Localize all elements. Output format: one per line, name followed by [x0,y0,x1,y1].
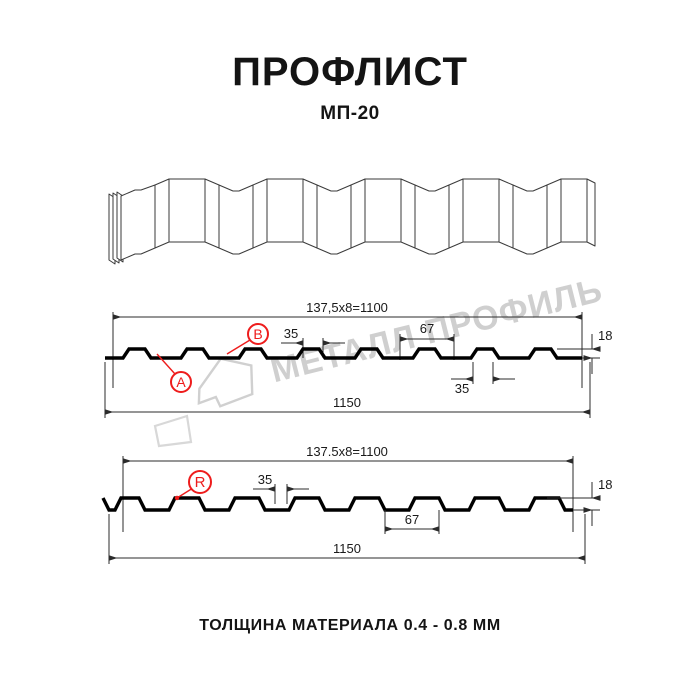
dimension-overall-bottom: 1150 [333,395,361,410]
watermark-text: МЕТАЛЛ ПРОФИЛЬ [267,271,607,390]
dimension-height-top: 18 [598,328,612,343]
page-title: ПРОФЛИСТ [232,50,468,94]
model-designation: МП-20 [320,103,380,124]
callout-label-b: B [253,326,262,342]
material-thickness-note: ТОЛЩИНА МАТЕРИАЛА 0.4 - 0.8 ММ [199,617,501,634]
callout-marker-r[interactable]: R [174,470,212,501]
callout-marker-b[interactable]: B [226,323,269,355]
dimension-height-bottom: 18 [598,477,612,492]
dimension-rib-top-2: 35 [258,472,272,487]
callout-label-r: R [195,474,206,491]
cross-section-bottom: 137.5x8=1100 35 67 [95,414,615,570]
dimension-flat-bottom: 67 [405,512,419,527]
dimension-flat-top: 67 [420,321,434,336]
profile-outline-bottom [101,496,573,512]
cross-section-top: МЕТАЛЛ ПРОФИЛЬ 137,5x8=1100 35 [95,271,615,426]
callout-marker-a[interactable]: A [156,353,192,393]
dimension-overall-top-2: 137.5x8=1100 [306,444,388,459]
callout-label-a: A [176,374,186,390]
dimension-overall-bottom-2: 1150 [333,541,361,556]
isometric-view [95,160,605,280]
dimension-overall-top: 137,5x8=1100 [306,300,388,315]
dimension-rib-bottom: 35 [455,381,469,396]
dimension-rib-top: 35 [284,326,298,341]
profile-outline-top [105,347,582,360]
watermark-secondary [153,414,193,448]
